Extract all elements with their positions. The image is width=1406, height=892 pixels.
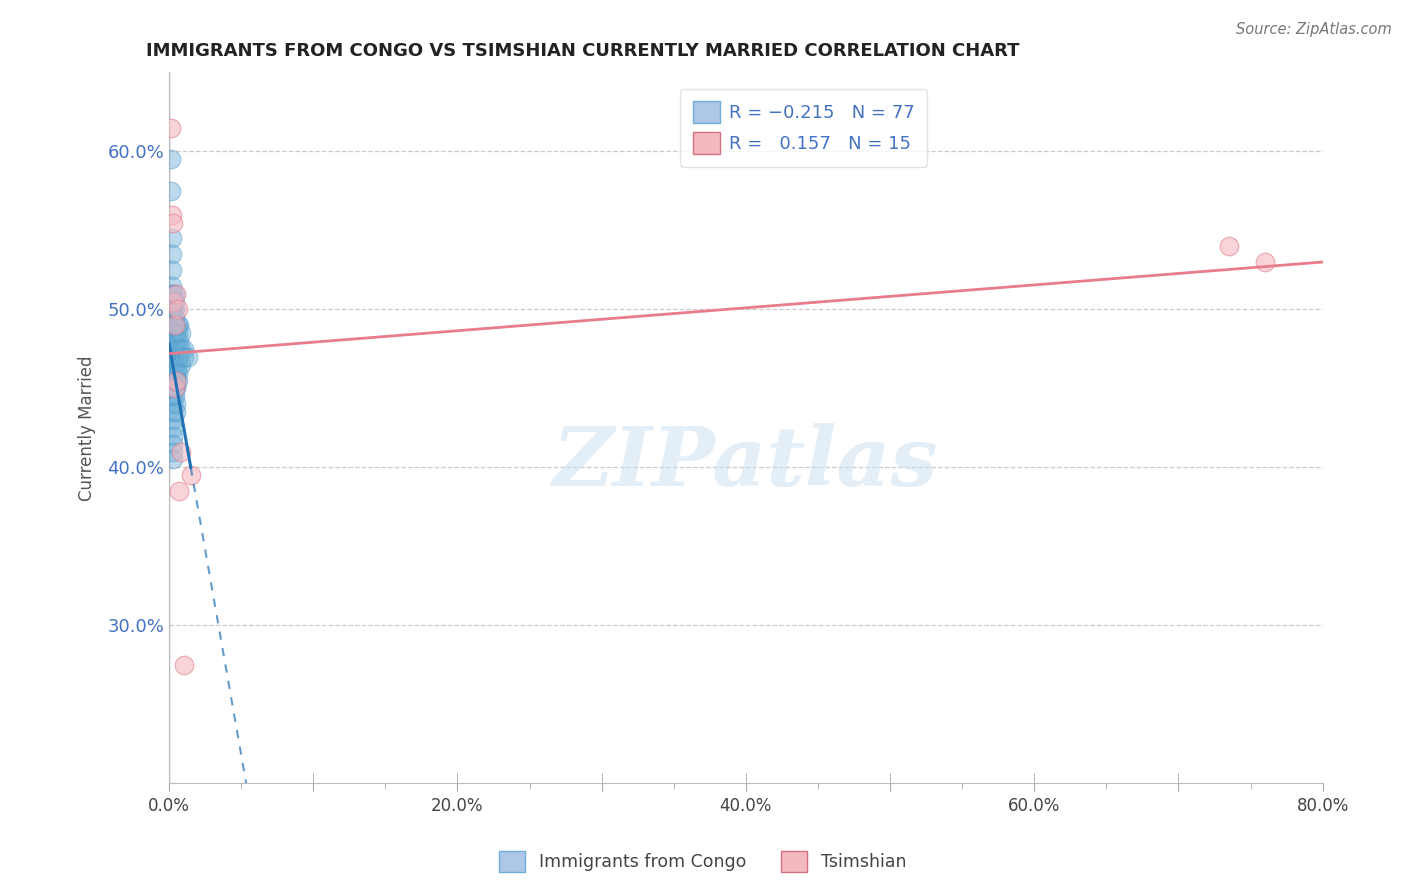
- Point: [163, 350, 186, 364]
- Point: [165, 286, 187, 301]
- Point: [162, 334, 184, 348]
- Point: [163, 366, 186, 380]
- Point: [165, 397, 187, 411]
- Point: [1218, 239, 1240, 253]
- Point: [163, 318, 186, 333]
- Point: [169, 444, 191, 458]
- Point: [160, 247, 183, 261]
- Point: [160, 278, 183, 293]
- Point: [173, 342, 195, 356]
- Point: [166, 326, 188, 340]
- Point: [162, 413, 184, 427]
- Point: [165, 381, 187, 395]
- Point: [160, 231, 183, 245]
- Point: [165, 350, 187, 364]
- Legend: Immigrants from Congo, Tsimshian: Immigrants from Congo, Tsimshian: [492, 844, 914, 879]
- Point: [166, 366, 188, 380]
- Point: [162, 405, 184, 419]
- Point: [167, 484, 190, 499]
- Point: [165, 405, 187, 419]
- Point: [163, 286, 186, 301]
- Point: [163, 318, 186, 333]
- Point: [162, 310, 184, 325]
- Point: [162, 286, 184, 301]
- Point: [162, 381, 184, 395]
- Point: [162, 318, 184, 333]
- Point: [163, 389, 186, 403]
- Point: [177, 350, 200, 364]
- Point: [162, 452, 184, 467]
- Point: [162, 389, 184, 403]
- Point: [165, 342, 187, 356]
- Point: [160, 326, 183, 340]
- Point: [163, 302, 186, 317]
- Point: [162, 350, 184, 364]
- Point: [160, 350, 183, 364]
- Point: [173, 657, 195, 672]
- Y-axis label: Currently Married: Currently Married: [79, 355, 96, 500]
- Point: [163, 374, 186, 388]
- Point: [163, 342, 186, 356]
- Point: [167, 350, 190, 364]
- Point: [180, 468, 202, 483]
- Point: [167, 318, 190, 333]
- Point: [166, 342, 188, 356]
- Point: [166, 302, 188, 317]
- Point: [159, 120, 181, 135]
- Point: [162, 302, 184, 317]
- Point: [166, 318, 188, 333]
- Point: [162, 294, 184, 309]
- Point: [160, 342, 183, 356]
- Point: [166, 358, 188, 372]
- Point: [163, 326, 186, 340]
- Point: [167, 334, 190, 348]
- Point: [159, 153, 181, 167]
- Point: [162, 326, 184, 340]
- Point: [169, 342, 191, 356]
- Point: [165, 318, 187, 333]
- Point: [165, 374, 187, 388]
- Point: [159, 184, 181, 198]
- Point: [162, 294, 184, 309]
- Point: [162, 366, 184, 380]
- Point: [160, 208, 183, 222]
- Point: [163, 294, 186, 309]
- Point: [160, 286, 183, 301]
- Point: [165, 374, 187, 388]
- Point: [162, 436, 184, 450]
- Point: [166, 374, 188, 388]
- Point: [163, 310, 186, 325]
- Point: [160, 334, 183, 348]
- Point: [162, 444, 184, 458]
- Point: [162, 397, 184, 411]
- Point: [160, 302, 183, 317]
- Point: [160, 294, 183, 309]
- Point: [169, 326, 191, 340]
- Point: [162, 215, 184, 229]
- Point: [165, 366, 187, 380]
- Point: [163, 358, 186, 372]
- Point: [160, 358, 183, 372]
- Point: [162, 342, 184, 356]
- Legend: R = −0.215   N = 77, R =   0.157   N = 15: R = −0.215 N = 77, R = 0.157 N = 15: [681, 88, 927, 167]
- Point: [1254, 255, 1277, 269]
- Point: [163, 381, 186, 395]
- Text: ZIPatlas: ZIPatlas: [553, 424, 939, 503]
- Point: [160, 310, 183, 325]
- Point: [162, 429, 184, 443]
- Point: [162, 358, 184, 372]
- Point: [162, 374, 184, 388]
- Point: [163, 334, 186, 348]
- Point: [169, 358, 191, 372]
- Point: [173, 350, 195, 364]
- Point: [165, 326, 187, 340]
- Text: Source: ZipAtlas.com: Source: ZipAtlas.com: [1236, 22, 1392, 37]
- Text: IMMIGRANTS FROM CONGO VS TSIMSHIAN CURRENTLY MARRIED CORRELATION CHART: IMMIGRANTS FROM CONGO VS TSIMSHIAN CURRE…: [146, 42, 1019, 60]
- Point: [162, 421, 184, 435]
- Point: [160, 318, 183, 333]
- Point: [163, 381, 186, 395]
- Point: [160, 263, 183, 277]
- Point: [165, 334, 187, 348]
